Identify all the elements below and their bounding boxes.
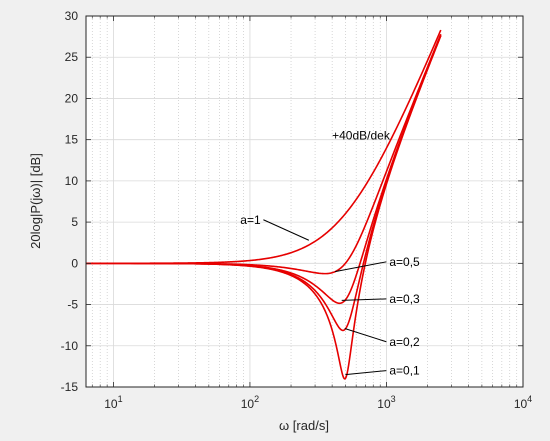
x-tick-base: 10 — [514, 397, 528, 411]
annotation-leader — [341, 298, 387, 301]
y-tick-label: -10 — [61, 339, 79, 353]
annotation-leader — [345, 370, 387, 376]
x-tick-exponent: 1 — [118, 394, 123, 404]
x-tick-label: 103 — [377, 394, 395, 411]
x-tick-base: 10 — [241, 397, 255, 411]
x-tick-base: 10 — [104, 397, 118, 411]
series-curves — [86, 29, 442, 380]
plot-frame — [85, 15, 524, 388]
y-tick-label: 20 — [65, 91, 79, 105]
y-tick-label: -5 — [67, 298, 78, 312]
minor-grid — [91, 16, 518, 387]
annotation-leader — [263, 219, 310, 241]
y-tick-label: 15 — [65, 133, 79, 147]
annotation-label: a=0,2 — [389, 335, 420, 349]
annotation-leader — [344, 327, 387, 343]
y-tick-label: 5 — [71, 215, 78, 229]
annotation-label: a=1 — [240, 213, 261, 227]
x-tick-label: 104 — [514, 394, 532, 411]
y-axis-label: 20log|P(jω)| [dB] — [28, 153, 43, 249]
annotations: +40dB/dek a=1 a=0,5 a=0,3 a=0,2 a=0,1 — [240, 129, 420, 378]
annotation-label: +40dB/dek — [332, 129, 391, 143]
x-tick-label: 102 — [241, 394, 259, 411]
y-tick-label: -15 — [61, 380, 79, 394]
annotation-label: a=0,5 — [389, 255, 420, 269]
x-axis-label: ω [rad/s] — [279, 418, 329, 433]
x-tick-exponent: 3 — [391, 394, 396, 404]
x-tick-base: 10 — [377, 397, 391, 411]
annotation-label: a=0,3 — [389, 292, 420, 306]
x-tick-label: 101 — [104, 394, 122, 411]
x-tick-exponent: 2 — [254, 394, 259, 404]
y-tick-label: 30 — [65, 9, 79, 23]
y-tick-label: 0 — [71, 256, 78, 270]
series-line-a=0,1 — [86, 35, 442, 380]
plot-area — [86, 16, 523, 387]
annotation-label: a=0,1 — [389, 364, 420, 378]
x-tick-exponent: 4 — [527, 394, 532, 404]
y-tick-label: 10 — [65, 174, 79, 188]
annotation-leader — [334, 261, 387, 273]
y-tick-label: 25 — [65, 50, 79, 64]
